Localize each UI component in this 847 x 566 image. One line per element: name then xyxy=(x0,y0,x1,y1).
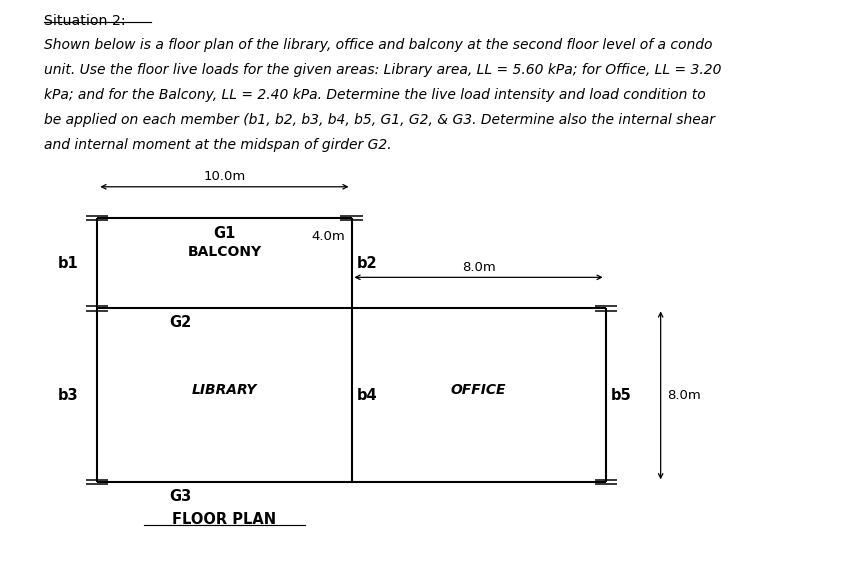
Text: G2: G2 xyxy=(169,315,191,331)
Text: OFFICE: OFFICE xyxy=(451,383,507,397)
Text: G3: G3 xyxy=(169,489,191,504)
Text: b1: b1 xyxy=(58,256,79,271)
Text: Situation 2:: Situation 2: xyxy=(44,14,125,28)
Text: Shown below is a floor plan of the library, office and balcony at the second flo: Shown below is a floor plan of the libra… xyxy=(44,38,712,52)
Text: BALCONY: BALCONY xyxy=(187,245,262,259)
Text: G1: G1 xyxy=(213,226,235,242)
Text: kPa; and for the Balcony, LL = 2.40 kPa. Determine the live load intensity and l: kPa; and for the Balcony, LL = 2.40 kPa.… xyxy=(44,88,706,102)
Text: 8.0m: 8.0m xyxy=(462,261,495,274)
Text: LIBRARY: LIBRARY xyxy=(191,383,257,397)
Text: b5: b5 xyxy=(611,388,631,403)
Text: b4: b4 xyxy=(357,388,377,403)
Text: b3: b3 xyxy=(58,388,79,403)
Text: unit. Use the floor live loads for the given areas: Library area, LL = 5.60 kPa;: unit. Use the floor live loads for the g… xyxy=(44,63,722,77)
Text: be applied on each member (b1, b2, b3, b4, b5, G1, G2, & G3. Determine also the : be applied on each member (b1, b2, b3, b… xyxy=(44,113,715,127)
Text: and internal moment at the midspan of girder G2.: and internal moment at the midspan of gi… xyxy=(44,138,391,152)
Text: 4.0m: 4.0m xyxy=(311,230,345,242)
Text: FLOOR PLAN: FLOOR PLAN xyxy=(173,512,276,528)
Text: b2: b2 xyxy=(357,256,377,271)
Text: 8.0m: 8.0m xyxy=(667,389,701,402)
Text: 10.0m: 10.0m xyxy=(203,170,246,183)
